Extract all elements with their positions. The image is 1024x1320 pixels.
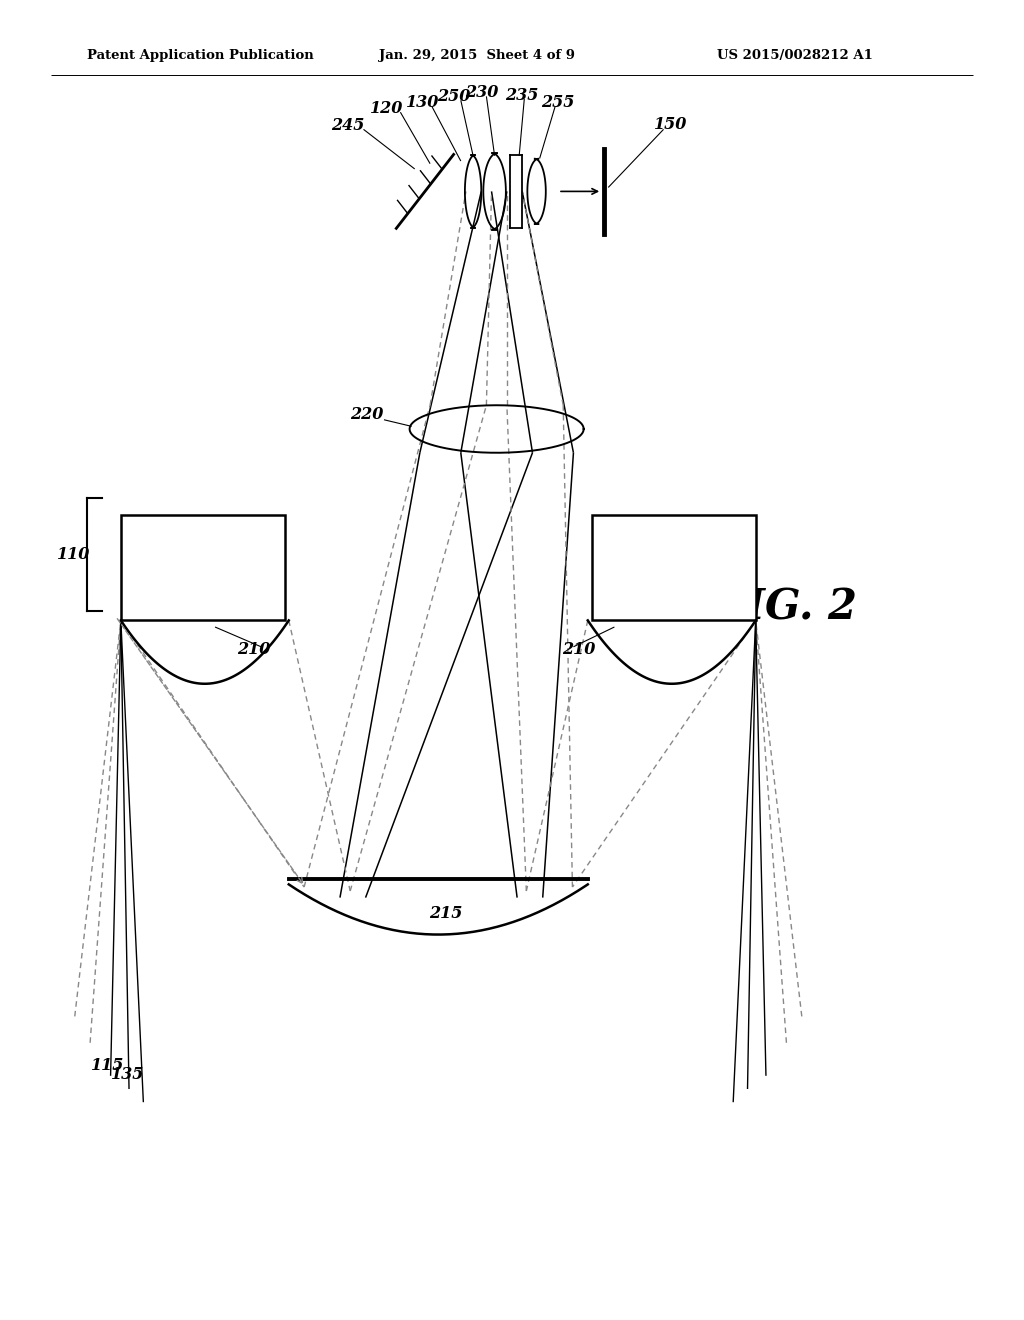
Text: 250: 250 [437,88,470,104]
Text: 120: 120 [371,100,403,116]
Text: 210: 210 [238,642,270,657]
Text: 235: 235 [506,87,539,103]
Text: Jan. 29, 2015  Sheet 4 of 9: Jan. 29, 2015 Sheet 4 of 9 [379,49,574,62]
Text: 255: 255 [542,95,574,111]
Bar [592,515,756,620]
Text: 150: 150 [654,116,687,132]
Text: 135: 135 [112,1067,144,1082]
Text: 210: 210 [562,642,595,657]
Bar [121,515,285,620]
Text: 215: 215 [429,906,462,921]
Text: 245: 245 [332,117,365,133]
Text: FIG. 2: FIG. 2 [717,586,858,628]
Text: 130: 130 [407,95,439,111]
Text: US 2015/0028212 A1: US 2015/0028212 A1 [717,49,872,62]
Text: 110: 110 [57,546,90,562]
Text: 230: 230 [465,84,498,100]
Text: 220: 220 [350,407,383,422]
Text: Patent Application Publication: Patent Application Publication [87,49,313,62]
Text: 115: 115 [91,1057,124,1073]
